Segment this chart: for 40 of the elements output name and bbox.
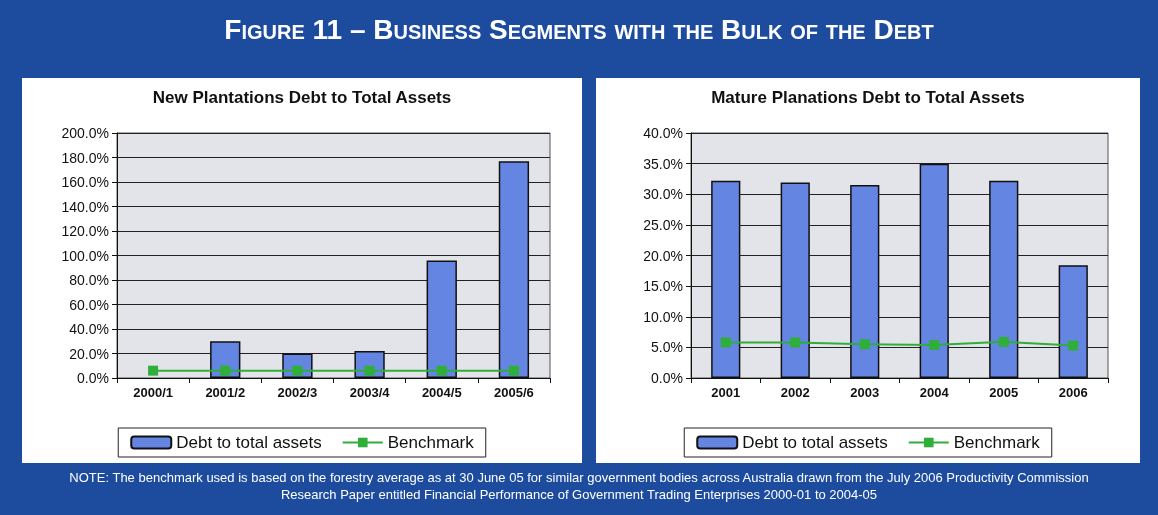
y-tick-label: 100.0% [61, 247, 109, 264]
chart-title: Mature Planations Debt to Total Assets [711, 88, 1025, 107]
x-tick-label: 2006 [1058, 385, 1088, 400]
x-tick-label: 2004/5 [421, 385, 462, 400]
legend-label: Debt to total assets [176, 433, 322, 452]
y-tick-label: 180.0% [61, 149, 109, 166]
legend-label: Debt to total assets [742, 433, 888, 452]
y-tick-label: 0.0% [77, 370, 109, 386]
y-tick-label: 40.0% [643, 125, 683, 141]
x-tick-label: 2002 [780, 385, 810, 400]
legend-label: Benchmark [953, 433, 1041, 452]
x-tick-label: 2002/3 [277, 385, 318, 400]
y-tick-label: 40.0% [69, 321, 109, 337]
y-tick-label: 160.0% [61, 174, 109, 190]
caption: Figure 11 – Business Segments with the Bulk of the Debt [223, 14, 935, 46]
y-tick-label: 200.0% [61, 125, 109, 141]
chart-title: New Plantations Debt to Total Assets [152, 88, 452, 107]
y-tick-label: 140.0% [61, 198, 109, 215]
y-tick-label: 120.0% [61, 223, 109, 239]
x-tick-label: 2000/1 [133, 385, 173, 400]
y-tick-label: 20.0% [69, 345, 109, 362]
y-tick-label: 20.0% [643, 247, 683, 264]
x-tick-label: 2004 [919, 385, 950, 400]
y-tick-label: 80.0% [69, 272, 109, 288]
y-tick-label: 60.0% [69, 296, 109, 313]
x-tick-label: 2003/4 [349, 385, 391, 400]
x-tick-label: 2003 [850, 385, 880, 400]
y-tick-label: 15.0% [643, 278, 683, 295]
y-tick-label: 10.0% [643, 308, 683, 325]
y-tick-label: 0.0% [651, 370, 683, 386]
x-tick-label: 2005 [989, 385, 1019, 400]
legend-label: Benchmark [387, 433, 475, 452]
x-tick-label: 2005/6 [494, 385, 534, 400]
y-tick-label: 25.0% [643, 216, 683, 233]
x-tick-label: 2001 [711, 385, 741, 400]
y-tick-label: 35.0% [643, 155, 683, 172]
text: NOTE: The benchmark used is based on the forestry average as at 30 June 05 for similar government bodies across Australia drawn from the July 2006 Productivity Commission Research Paper entitled Financial Performance of Government Trading Enterprises 2000-01 to 2004-05 [68, 469, 1090, 503]
x-tick-label: 2001/2 [205, 385, 246, 400]
y-tick-label: 5.0% [651, 339, 683, 356]
y-tick-label: 30.0% [643, 186, 683, 203]
